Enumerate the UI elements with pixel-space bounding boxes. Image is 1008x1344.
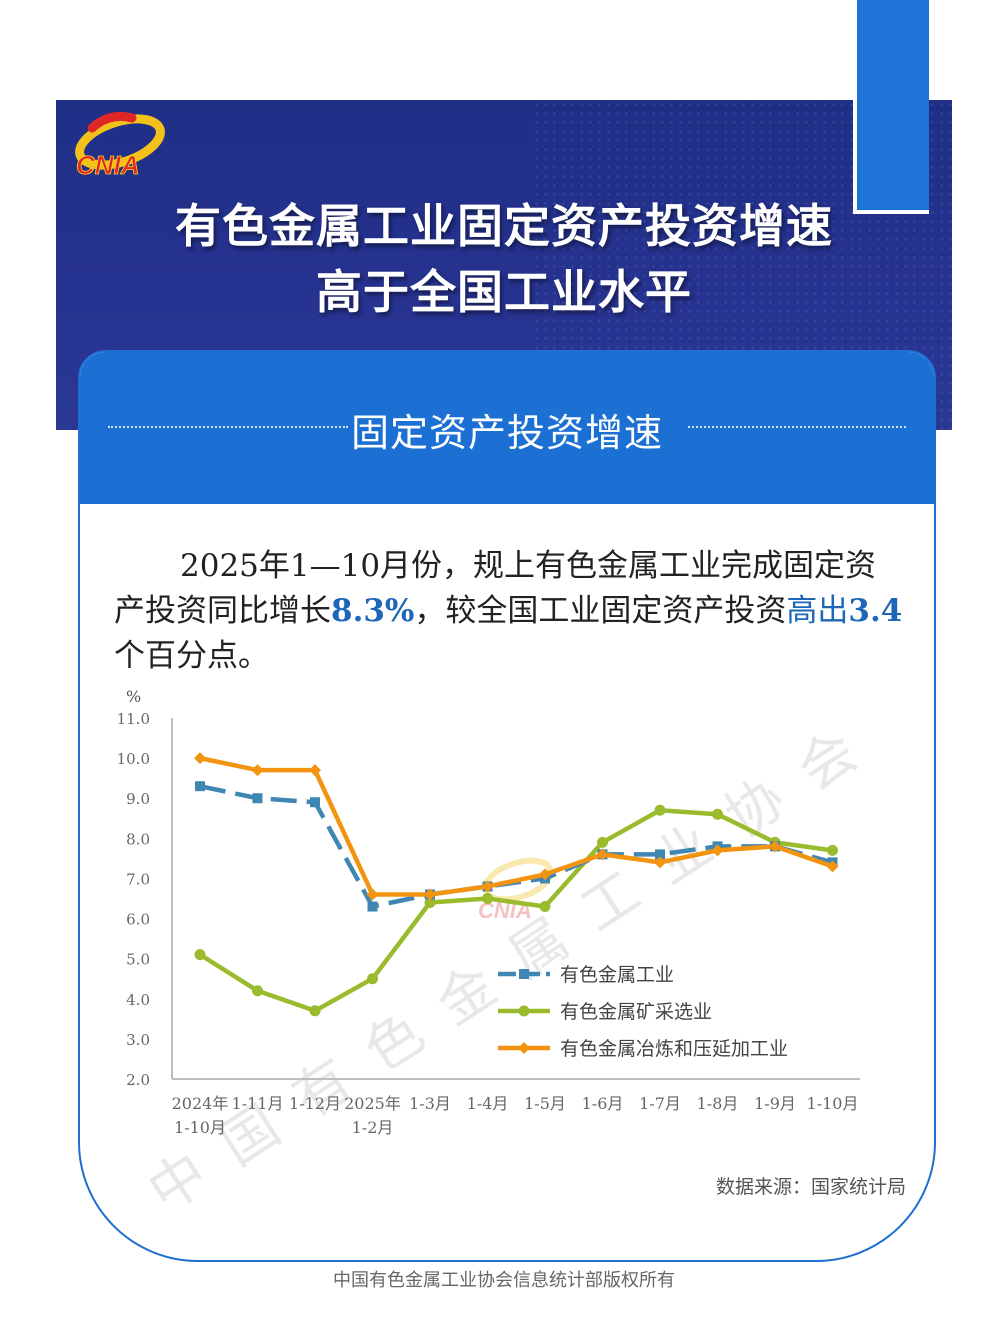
data-point — [309, 1005, 321, 1017]
y-tick-label: 10.0 — [117, 750, 150, 768]
data-point — [711, 844, 724, 857]
data-point — [597, 836, 608, 848]
data-point — [539, 901, 551, 913]
data-point — [596, 848, 609, 861]
y-tick-label: 2.0 — [126, 1071, 150, 1089]
data-point — [194, 752, 206, 765]
data-point — [482, 893, 493, 904]
data-point — [367, 901, 378, 912]
data-point — [252, 985, 263, 997]
data-point — [366, 888, 379, 901]
section-title: 固定资产投资增速 — [350, 411, 663, 455]
x-tick-label: 1-6月 — [582, 1094, 624, 1113]
series-line — [197, 755, 835, 897]
y-tick-label: 5.0 — [126, 951, 150, 969]
difference-value: 3.4 — [848, 593, 903, 629]
series-line — [199, 783, 834, 909]
data-point — [654, 856, 666, 869]
data-point — [826, 860, 839, 873]
x-tick-label: 1-10月 — [807, 1094, 859, 1113]
data-point — [194, 949, 206, 961]
data-point — [195, 781, 205, 792]
y-unit-label: % — [126, 687, 141, 706]
dotted-divider-right — [688, 426, 906, 428]
data-point — [539, 868, 551, 881]
x-tick-label: 1-2月 — [352, 1118, 394, 1137]
summary-paragraph: 2025年1—10月份，规上有色金属工业完成固定资产投资同比增长8.3%，较全国… — [114, 544, 904, 679]
data-point — [827, 844, 838, 856]
data-point — [712, 808, 723, 820]
legend-label: 有色金属矿采选业 — [560, 1001, 712, 1023]
y-tick-label: 4.0 — [126, 991, 150, 1009]
summary-text-2: ，较全国工业固定资产投资 — [414, 593, 787, 629]
legend-label: 有色金属工业 — [560, 964, 674, 986]
y-tick-label: 8.0 — [126, 830, 150, 848]
y-tick-label: 9.0 — [126, 790, 150, 808]
content-card: 固定资产投资增速 — [78, 350, 936, 1262]
series-line — [197, 808, 835, 1014]
data-point — [655, 849, 665, 860]
x-tick-label: 2025年 — [344, 1094, 401, 1113]
accent-bar — [853, 0, 929, 214]
legend-label: 有色金属冶炼和压延加工业 — [560, 1038, 788, 1060]
data-point — [654, 804, 666, 816]
highlight-prefix: 高出 — [786, 593, 849, 629]
x-tick-label: 1-11月 — [232, 1094, 284, 1113]
section-header: 固定资产投资增速 — [80, 352, 934, 504]
growth-value: 8.3% — [331, 593, 415, 629]
copyright: 中国有色金属工业协会信息统计部版权所有 — [333, 1270, 675, 1291]
legend-marker — [518, 1005, 530, 1017]
data-point — [424, 897, 436, 909]
page-title-line1: 有色金属工业固定资产投资增速 — [175, 199, 833, 253]
data-point — [424, 888, 436, 901]
x-tick-label: 1-7月 — [639, 1094, 681, 1113]
y-tick-label: 3.0 — [126, 1031, 150, 1049]
y-tick-label: 11.0 — [117, 710, 150, 728]
x-tick-label: 1-4月 — [467, 1094, 509, 1113]
x-tick-label: 1-3月 — [409, 1094, 451, 1113]
x-tick-label: 2024年 — [172, 1094, 229, 1113]
x-tick-label: 1-12月 — [289, 1094, 341, 1113]
data-point — [769, 840, 781, 853]
legend-marker — [518, 1042, 530, 1054]
x-tick-label: 1-10月 — [174, 1118, 226, 1137]
dotted-divider-left — [108, 426, 348, 428]
logo-text: CNIA — [76, 150, 140, 180]
data-point — [367, 973, 378, 985]
y-tick-label: 6.0 — [126, 911, 150, 929]
data-point — [310, 797, 320, 808]
legend-marker — [519, 969, 529, 979]
data-point — [309, 764, 321, 777]
summary-text-3: 个百分点。 — [114, 638, 269, 674]
page-title-line2: 高于全国工业水平 — [316, 265, 692, 319]
x-tick-label: 1-8月 — [697, 1094, 739, 1113]
x-tick-label: 1-9月 — [754, 1094, 796, 1113]
x-tick-label: 1-5月 — [524, 1094, 566, 1113]
data-point — [251, 764, 264, 777]
cnia-logo: CNIA — [75, 111, 165, 180]
data-point — [252, 793, 263, 804]
summary-text-1: 2025年1—10月份，规上有色金属工业完成固定资产投资同比增长 — [114, 548, 877, 629]
y-tick-label: 7.0 — [126, 870, 150, 888]
data-source: 数据来源：国家统计局 — [715, 1176, 906, 1198]
data-point — [481, 880, 494, 893]
